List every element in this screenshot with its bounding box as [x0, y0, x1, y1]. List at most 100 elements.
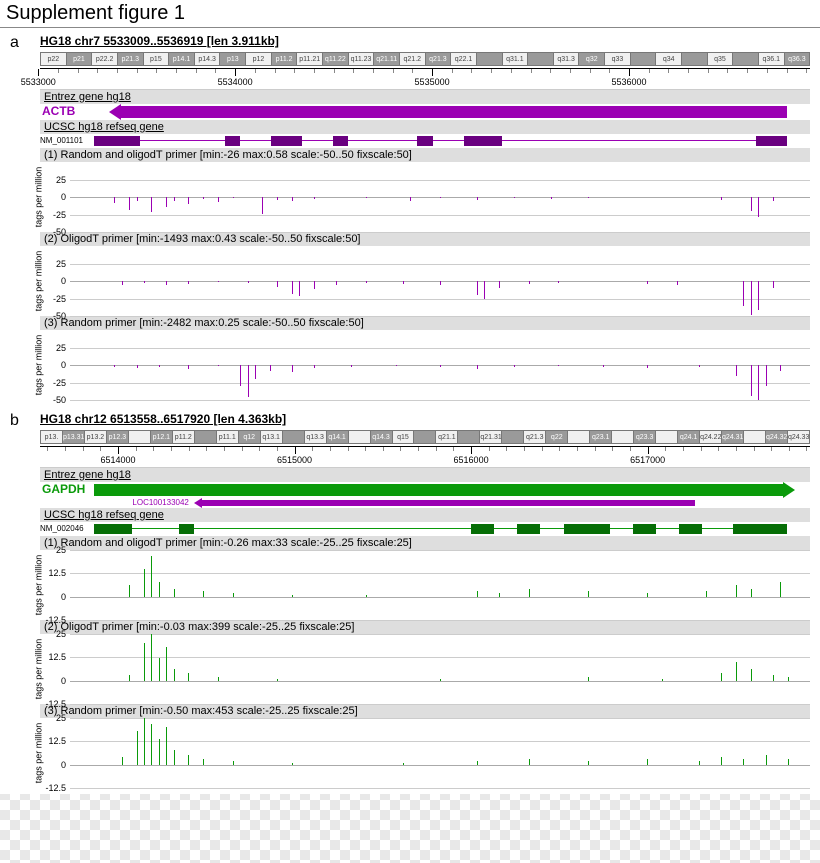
signal-bar [788, 677, 789, 681]
ideogram-band: p14.3 [194, 52, 220, 66]
ideogram-band: q36.1 [758, 52, 784, 66]
signal-bar [736, 662, 737, 681]
signal-bar [262, 197, 263, 214]
signal-bar [292, 595, 293, 597]
y-tick-label: -12.5 [45, 615, 66, 625]
exon-box [333, 136, 348, 146]
ideogram-band [611, 430, 633, 444]
signal-bar [647, 365, 648, 368]
gene-track: ACTB [40, 104, 810, 120]
signal-bar [122, 757, 123, 764]
exon-box [471, 524, 494, 534]
signal-bar [721, 197, 722, 200]
signal-bar [766, 365, 767, 386]
y-tick-label: 25 [56, 713, 66, 723]
ruler-tick-label: 6516000 [454, 455, 489, 465]
y-tick-label: 12.5 [48, 568, 66, 578]
ideogram-band: p12 [245, 52, 271, 66]
signal-track-title: (1) Random and oligodT primer [min:-26 m… [40, 148, 810, 162]
y-tick-label: 0 [61, 592, 66, 602]
y-tick-label: 25 [56, 545, 66, 555]
y-tick-label: -25 [53, 378, 66, 388]
y-tick-label: -25 [53, 210, 66, 220]
signal-bar [314, 281, 315, 289]
signal-bar [151, 634, 152, 681]
exon-box [733, 524, 787, 534]
signal-bar [699, 365, 700, 367]
refseq-id: NM_001101 [40, 136, 83, 145]
exon-box [564, 524, 610, 534]
signal-track-title: (2) OligodT primer [min:-1493 max:0.43 s… [40, 232, 810, 246]
signal-bar [233, 197, 234, 198]
ideogram-band: q21.3 [425, 52, 451, 66]
signal-bar [603, 365, 604, 367]
ideogram-band [501, 430, 523, 444]
signal-bar [188, 281, 189, 284]
signal-bar [499, 281, 500, 288]
y-tick-label: -50 [53, 395, 66, 405]
ideogram-band: q31.3 [553, 52, 579, 66]
signal-bar [137, 731, 138, 765]
signal-bar [129, 585, 130, 596]
signal-bar [477, 761, 478, 765]
figure-title: Supplement figure 1 [0, 0, 820, 28]
ideogram-band: q32 [578, 52, 604, 66]
signal-bar [218, 281, 219, 282]
ideogram-band: q34 [655, 52, 681, 66]
signal-bar [270, 365, 271, 371]
signal-bar [529, 281, 530, 284]
ideogram-band: q21.2 [399, 52, 425, 66]
y-tick-label: -12.5 [45, 783, 66, 793]
signal-bar [440, 679, 441, 681]
signal-track-title: (3) Random primer [min:-2482 max:0.25 sc… [40, 316, 810, 330]
locus-title: HG18 chr7 5533009..5536919 [len 3.911kb] [40, 32, 810, 50]
signal-bar [292, 197, 293, 201]
locus-title: HG18 chr12 6513558..6517920 [len 4.363kb… [40, 410, 810, 428]
signal-bar [366, 281, 367, 283]
ideogram-band: q11.22 [322, 52, 348, 66]
exon-box [464, 136, 503, 146]
ideogram-band: p13 [219, 52, 245, 66]
signal-plot: tags per million2512.50-12.5 [40, 550, 810, 620]
signal-bar [166, 281, 167, 285]
signal-bar [751, 669, 752, 680]
gene-track: GAPDH [40, 482, 810, 498]
signal-bar [440, 365, 441, 367]
signal-bar [484, 281, 485, 299]
ideogram-band: q35 [707, 52, 733, 66]
signal-bar [699, 761, 700, 765]
ideogram-band: q12 [238, 430, 260, 444]
refseq-id: NM_002046 [40, 524, 84, 533]
ideogram-band [743, 430, 765, 444]
signal-bar [218, 365, 219, 366]
signal-bar [277, 281, 278, 287]
signal-bar [277, 197, 278, 200]
signal-bar [366, 595, 367, 597]
signal-bar [588, 591, 589, 597]
signal-bar [588, 197, 589, 198]
ideogram-band [128, 430, 150, 444]
signal-bar [351, 365, 352, 367]
signal-bar [477, 591, 478, 597]
exon-box [756, 136, 787, 146]
signal-bar [366, 197, 367, 198]
panel-letter: b [10, 412, 19, 430]
signal-bar [299, 281, 300, 296]
signal-bar [766, 755, 767, 764]
signal-bar [558, 365, 559, 366]
ideogram-band [413, 430, 435, 444]
signal-bar [174, 197, 175, 201]
ideogram-band: p22.2 [91, 52, 117, 66]
ideogram-band: p13.2 [84, 430, 106, 444]
ideogram-band: q14.3 [370, 430, 392, 444]
refseq-track-title: UCSC hg18 refseq gene [40, 508, 810, 522]
ideogram-band: q24.32 [765, 430, 787, 444]
signal-bar [743, 759, 744, 765]
signal-plot: tags per million2512.50-12.5 [40, 634, 810, 704]
signal-bar [122, 281, 123, 285]
signal-bar [151, 197, 152, 212]
signal-bar [721, 673, 722, 680]
y-tick-label: 0 [61, 192, 66, 202]
signal-bar [514, 365, 515, 367]
signal-bar [144, 569, 145, 597]
